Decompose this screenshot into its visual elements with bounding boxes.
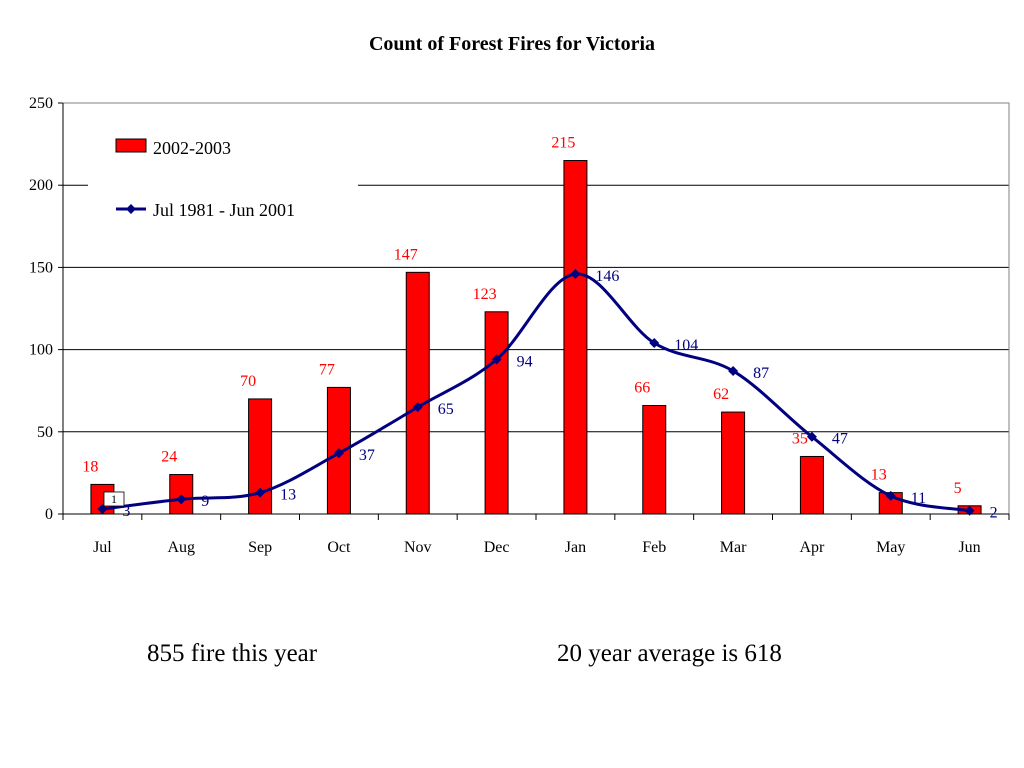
legend-label-bar: 2002-2003 — [153, 138, 231, 158]
line-data-label: 3 — [122, 503, 130, 520]
x-tick-label: Sep — [248, 539, 272, 556]
line-point — [885, 490, 896, 501]
bar-data-label: 77 — [319, 361, 335, 378]
line-data-label: 2 — [990, 505, 998, 522]
x-tick-label: Jul — [93, 539, 112, 556]
bar-data-label: 35 — [792, 430, 808, 447]
x-tick-label: Apr — [799, 539, 825, 556]
note-average: 20 year average is 618 — [557, 640, 782, 667]
note-this-year: 855 fire this year — [147, 640, 318, 667]
y-tick-label: 250 — [29, 95, 53, 112]
line-point — [412, 402, 423, 413]
bar — [642, 404, 667, 515]
series-line — [102, 272, 970, 513]
x-tick-label: Jun — [958, 539, 980, 556]
bar — [405, 271, 430, 515]
line-data-label: 146 — [595, 268, 619, 285]
x-tick-label: Jan — [565, 539, 586, 556]
line-point — [570, 268, 581, 279]
line-data-label: 104 — [674, 337, 698, 354]
bar-data-label: 147 — [394, 246, 418, 263]
line-point — [176, 494, 187, 505]
legend-bar-swatch — [115, 138, 147, 153]
chart: Count of Forest Fires for Victoria 18247… — [29, 33, 1010, 556]
line-point — [333, 448, 344, 459]
line-point — [255, 487, 266, 498]
bar-data-label: 13 — [871, 467, 887, 484]
line-point — [491, 354, 502, 365]
legend: 2002-2003 Jul 1981 - Jun 2001 — [88, 120, 358, 228]
y-tick-label: 50 — [37, 424, 53, 441]
line-data-label: 65 — [438, 401, 454, 418]
line-data-label: 37 — [359, 447, 375, 464]
bar-data-label: 5 — [954, 480, 962, 497]
bar-data-label: 215 — [551, 135, 575, 152]
x-tick-label: Dec — [484, 539, 510, 556]
x-tick-label: Mar — [720, 539, 747, 556]
line-data-label: 47 — [832, 431, 848, 448]
x-tick-label: Nov — [404, 539, 432, 556]
bar-data-label: 62 — [713, 386, 729, 403]
annotation-label: 1 — [111, 492, 117, 506]
chart-title: Count of Forest Fires for Victoria — [369, 33, 655, 55]
y-tick-label: 100 — [29, 342, 53, 359]
x-tick-label: Oct — [327, 539, 351, 556]
y-tick-label: 0 — [45, 506, 53, 523]
line-data-label: 94 — [517, 353, 533, 370]
bar-data-label: 24 — [161, 449, 177, 466]
annotation-box — [103, 491, 125, 507]
bar — [721, 411, 746, 515]
x-tick-label: Feb — [642, 539, 666, 556]
bar — [563, 160, 588, 515]
bar — [484, 311, 509, 515]
line-point — [649, 338, 660, 349]
legend-label-line: Jul 1981 - Jun 2001 — [153, 200, 295, 220]
bar-data-label: 66 — [634, 379, 650, 396]
line-point — [728, 365, 739, 376]
line-data-label: 87 — [753, 365, 769, 382]
line-point — [806, 431, 817, 442]
line-data-label: 13 — [280, 487, 296, 504]
bar — [799, 455, 824, 515]
line-point — [97, 504, 108, 515]
x-tick-label: Aug — [167, 539, 195, 556]
line-data-label: 11 — [911, 490, 926, 507]
bar-data-label: 70 — [240, 373, 256, 390]
x-tick-label: May — [876, 539, 905, 556]
y-tick-label: 150 — [29, 259, 53, 276]
line-data-label: 9 — [201, 493, 209, 510]
legend-line-marker — [126, 204, 136, 214]
line-point — [964, 505, 975, 516]
bar-data-label: 18 — [82, 458, 98, 475]
y-tick-label: 200 — [29, 177, 53, 194]
bar-data-label: 123 — [473, 286, 497, 303]
